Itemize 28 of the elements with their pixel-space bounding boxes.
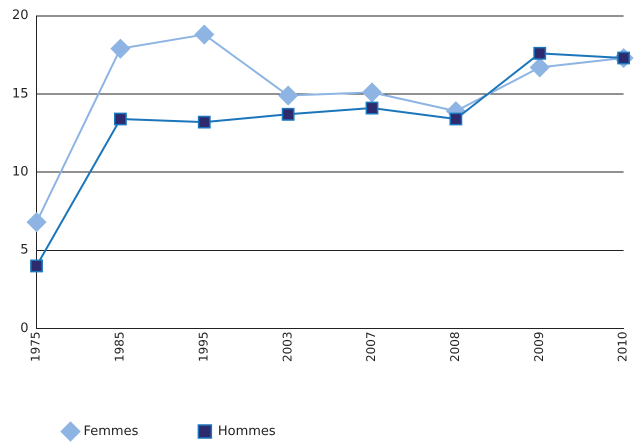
point (194, 24, 214, 44)
x-tick-label: 1995 (196, 331, 210, 362)
x-tick-label: 1975 (28, 331, 43, 362)
legend-label: Hommes (218, 424, 276, 439)
x-tick-label: 2007 (364, 331, 378, 362)
x-tick-label: 2008 (448, 331, 462, 362)
point (362, 82, 382, 102)
y-tick-label: 10 (12, 164, 29, 180)
point (110, 38, 130, 58)
x-tick-label: 1985 (112, 331, 127, 362)
point (26, 212, 46, 232)
y-tick-label: 20 (12, 8, 29, 24)
y-tick-label: 15 (12, 86, 29, 102)
point (366, 102, 378, 114)
point (282, 108, 295, 121)
point (530, 58, 550, 78)
point (533, 46, 546, 60)
x-tick-label: 2010 (616, 331, 630, 362)
point (278, 86, 298, 106)
point (114, 112, 127, 126)
point (30, 260, 43, 272)
x-tick-label: 2003 (280, 331, 294, 362)
x-tick-label: 2009 (532, 331, 546, 362)
legend-label: Femmes (84, 424, 139, 439)
y-tick-label: 0 (20, 320, 29, 336)
point (198, 116, 211, 129)
y-tick-label: 5 (20, 242, 29, 258)
point (449, 112, 462, 126)
